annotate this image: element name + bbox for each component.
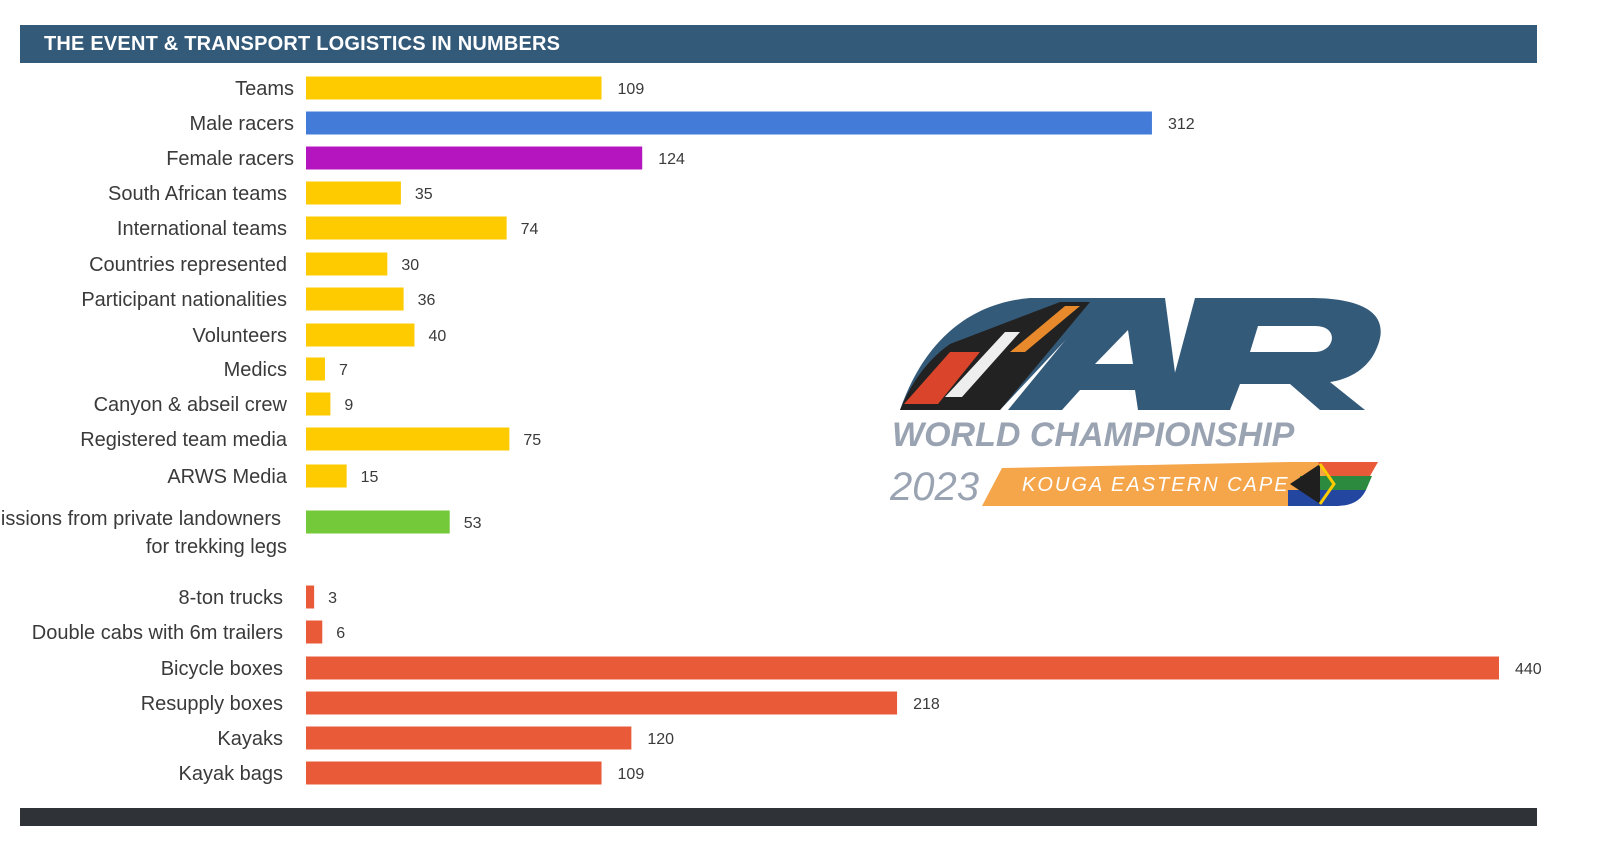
category-label: Medics [224, 359, 287, 381]
value-label: 15 [361, 469, 379, 486]
value-label: 75 [523, 432, 541, 449]
value-label: 120 [647, 731, 674, 748]
bar-17 [306, 726, 632, 750]
category-label: 8-ton trucks [179, 587, 283, 609]
bar-9 [306, 392, 331, 416]
value-label: 7 [339, 362, 348, 379]
category-label: South African teams [108, 183, 287, 205]
bar-16 [306, 691, 898, 715]
bar-5 [306, 252, 388, 276]
value-label: 30 [401, 257, 419, 274]
category-label: Double cabs with 6m trailers [32, 622, 283, 644]
category-label: Female racers [166, 148, 294, 170]
value-label: 53 [464, 515, 482, 532]
bar-1 [306, 111, 1152, 135]
value-label: 40 [428, 328, 446, 345]
category-label: International teams [117, 218, 287, 240]
value-label: 109 [618, 81, 645, 98]
value-label: 218 [913, 696, 940, 713]
value-label: 9 [344, 397, 353, 414]
bar-11 [306, 464, 347, 488]
logo-year: 2023 [890, 465, 979, 509]
category-label: Kayaks [217, 728, 283, 750]
category-label: Kayak bags [178, 763, 283, 785]
chart-title: THE EVENT & TRANSPORT LOGISTICS IN NUMBE… [44, 33, 561, 55]
logo-world-championship: WORLD CHAMPIONSHIP [892, 416, 1295, 454]
value-label: 124 [658, 151, 685, 168]
bar-8 [306, 357, 325, 381]
category-label: Volunteers [192, 325, 287, 347]
category-label: ARWS Media [167, 466, 288, 488]
value-label: 74 [521, 221, 539, 238]
bar-4 [306, 216, 507, 240]
category-label: Registered team media [80, 429, 288, 451]
bar-14 [306, 620, 323, 644]
logo-pattern-white [945, 332, 1020, 397]
bar-7 [306, 323, 415, 347]
bar-18 [306, 761, 602, 785]
header-bar: THE EVENT & TRANSPORT LOGISTICS IN NUMBE… [20, 25, 1537, 63]
value-label: 312 [1168, 116, 1195, 133]
bar-12 [306, 510, 450, 534]
bar-0 [306, 76, 602, 100]
logo-pattern-orange [1010, 306, 1080, 352]
flag-red [1318, 462, 1378, 476]
bar-3 [306, 181, 401, 205]
category-label: Resupply boxes [141, 693, 283, 715]
logo-location: KOUGA EASTERN CAPE [1022, 474, 1290, 496]
footer-bar [20, 808, 1537, 826]
logo-letter-r [1165, 298, 1381, 410]
value-label: 6 [336, 625, 345, 642]
bar-15 [306, 656, 1499, 680]
flag-yellow-stroke [1318, 463, 1336, 505]
logo-location-banner [982, 462, 1360, 506]
category-label: Canyon & abseil crew [94, 394, 288, 416]
value-label: 3 [328, 590, 337, 607]
logo-letter-a [1008, 298, 1180, 410]
category-label: Bicycle boxes [161, 658, 283, 680]
value-label: 36 [418, 292, 436, 309]
category-label: Countries represented [89, 254, 287, 276]
bar-13 [306, 585, 315, 609]
bar-6 [306, 287, 404, 311]
arws-logo: WORLD CHAMPIONSHIP 2023 KOUGA EASTERN CA… [890, 298, 1381, 509]
flag-black-triangle [1290, 464, 1320, 504]
bar-2 [306, 146, 643, 170]
bar-10 [306, 427, 510, 451]
category-label: Male racers [190, 113, 294, 135]
category-label: Participant nationalities [81, 289, 287, 311]
value-label: 440 [1515, 661, 1542, 678]
category-label: Teams [235, 78, 294, 100]
value-label: 109 [618, 766, 645, 783]
logo-pattern-red [904, 352, 980, 404]
value-label: 35 [415, 186, 433, 203]
